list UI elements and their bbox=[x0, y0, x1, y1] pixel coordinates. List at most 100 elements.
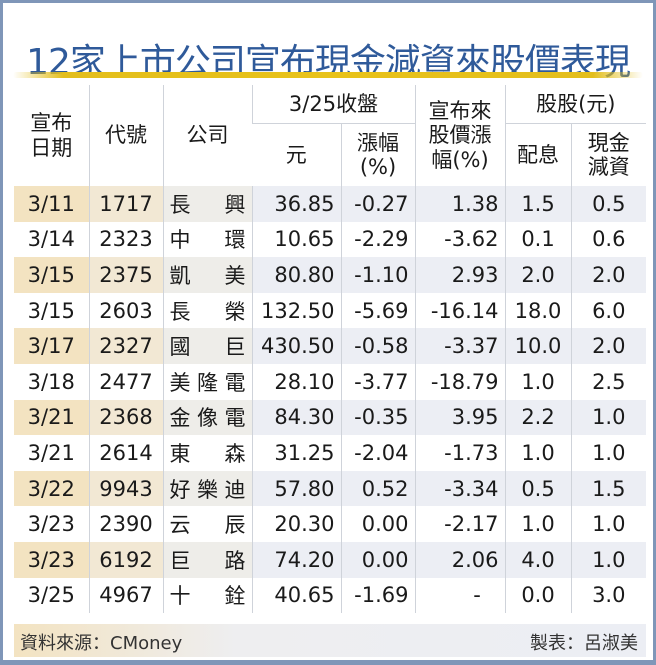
cell-code: 9943 bbox=[88, 470, 163, 507]
cell-code: 2327 bbox=[88, 328, 163, 364]
cell-close: 57.80 bbox=[251, 470, 341, 507]
cell-cash-reduction: 2.5 bbox=[570, 363, 647, 400]
cell-close: 84.30 bbox=[251, 399, 341, 436]
header-date-line2: 日期 bbox=[30, 135, 73, 160]
table-row: 3/23 6192 巨路 74.20 0.00 2.06 4.0 1.0 bbox=[14, 541, 647, 578]
cell-dividend: 0.0 bbox=[504, 577, 572, 614]
cell-date: 3/14 bbox=[27, 227, 75, 252]
cell-date: 3/11 bbox=[14, 186, 89, 222]
maker-credit: 製表：呂淑美 bbox=[530, 633, 638, 654]
cell-cash-reduction: 1.0 bbox=[570, 435, 647, 471]
cell-cash-reduction: 0.5 bbox=[570, 186, 647, 222]
cell-since-announcement: 2.06 bbox=[414, 541, 506, 578]
table-row: 3/15 2603 長榮 132.50 -5.69 -16.14 18.0 6.… bbox=[14, 292, 647, 329]
cell-code: 2614 bbox=[88, 435, 163, 471]
cell-code: 4967 bbox=[88, 577, 163, 614]
cell-close: 31.25 bbox=[251, 435, 341, 471]
cell-cash-reduction: 1.0 bbox=[570, 399, 647, 436]
cell-change: -1.10 bbox=[340, 257, 416, 293]
cell-code: 2323 bbox=[88, 221, 163, 258]
table-row: 3/11 1717 長興 36.85 -0.27 1.38 1.5 0.5 bbox=[14, 186, 647, 222]
cell-since-announcement: 1.38 bbox=[414, 186, 506, 222]
cell-company: 國巨 bbox=[162, 328, 252, 364]
cell-company: 十銓 bbox=[162, 577, 252, 614]
cell-dividend: 0.5 bbox=[504, 470, 572, 507]
cell-dividend: 10.0 bbox=[504, 328, 572, 364]
cell-close: 430.50 bbox=[251, 328, 341, 364]
cell-date: 3/21 bbox=[14, 399, 89, 436]
header-close-group: 3/25收盤 bbox=[251, 85, 416, 124]
header-dividend: 配息 bbox=[504, 123, 572, 186]
cell-since-announcement: -2.17 bbox=[414, 506, 506, 542]
cell-dividend: 4.0 bbox=[504, 541, 572, 578]
cell-company: 巨路 bbox=[162, 541, 252, 578]
header-date: 宣布 日期 bbox=[14, 85, 89, 186]
header-close-change-line2: (%) bbox=[359, 155, 397, 179]
cell-cash-reduction: 0.6 bbox=[570, 221, 647, 258]
cell-change: -1.69 bbox=[340, 577, 416, 614]
cell-close: 80.80 bbox=[251, 257, 341, 293]
cell-code: 2368 bbox=[88, 399, 163, 436]
cell-change: -0.58 bbox=[340, 328, 416, 364]
cell-date: 3/25 bbox=[27, 583, 75, 608]
cell-dividend: 1.5 bbox=[504, 186, 572, 222]
footer: 資料來源：CMoney 製表：呂淑美 bbox=[14, 624, 646, 657]
cell-change: -2.04 bbox=[340, 435, 416, 471]
cell-company: 東森 bbox=[162, 435, 252, 471]
cell-cash-reduction: 1.0 bbox=[570, 506, 647, 542]
cell-company: 美隆電 bbox=[162, 363, 252, 400]
cell-date: 3/15 bbox=[27, 298, 75, 323]
cell-change: 0.00 bbox=[340, 506, 416, 542]
infographic-frame: 12家上市公司宣布現金減資來股價表現 宣布 日期 代號 公司 3/25收盤 bbox=[3, 3, 653, 660]
cell-code: 2375 bbox=[88, 257, 163, 293]
header-code: 代號 bbox=[88, 85, 163, 186]
cell-change: -2.29 bbox=[340, 221, 416, 258]
header-cash-reduction-line1: 現金 bbox=[587, 130, 630, 155]
cell-company: 中環 bbox=[162, 221, 252, 258]
cell-date: 3/22 bbox=[14, 470, 89, 507]
header-company: 公司 bbox=[162, 85, 252, 186]
cell-change: -0.27 bbox=[340, 186, 416, 222]
cell-since-announcement: 3.95 bbox=[414, 399, 506, 436]
cell-company: 長興 bbox=[162, 186, 252, 222]
header-cash-reduction: 現金 減資 bbox=[570, 123, 647, 186]
header-since-ann-line2: 股價漲 bbox=[428, 123, 492, 148]
cell-close: 20.30 bbox=[251, 506, 341, 542]
header-since-ann-line1: 宣布來 bbox=[428, 99, 492, 124]
cell-cash-reduction: 2.0 bbox=[570, 328, 647, 364]
cell-code: 6192 bbox=[88, 541, 163, 578]
table-row: 3/22 9943 好樂迪 57.80 0.52 -3.34 0.5 1.5 bbox=[14, 470, 647, 507]
cell-since-announcement: -18.79 bbox=[414, 363, 506, 400]
header-date-line1: 宣布 bbox=[30, 111, 73, 136]
header-since-ann-line3: 幅(%) bbox=[431, 147, 489, 172]
cell-code: 2477 bbox=[88, 363, 163, 400]
cell-close: 132.50 bbox=[251, 292, 341, 329]
cell-code: 2390 bbox=[88, 506, 163, 542]
cell-change: -3.77 bbox=[340, 363, 416, 400]
cell-close: 28.10 bbox=[251, 363, 341, 400]
cell-dividend: 2.2 bbox=[504, 399, 572, 436]
source-credit: 資料來源：CMoney bbox=[20, 633, 183, 654]
cell-close: 10.65 bbox=[251, 221, 341, 258]
capital-reduction-table: 宣布 日期 代號 公司 3/25收盤 宣布來 股價漲 幅(%) 股股(元) 元 … bbox=[14, 85, 647, 614]
table-row: 3/15 2375 凱美 80.80 -1.10 2.93 2.0 2.0 bbox=[14, 257, 647, 293]
table-row: 3/25 4967 十銓 40.65 -1.69 - 0.0 3.0 bbox=[14, 577, 647, 614]
cell-since-announcement: -3.62 bbox=[414, 221, 506, 258]
header-close-price: 元 bbox=[252, 123, 341, 186]
cell-cash-reduction: 3.0 bbox=[570, 577, 647, 614]
cell-dividend: 0.1 bbox=[504, 221, 572, 258]
cell-company: 長榮 bbox=[162, 292, 252, 329]
cell-dividend: 1.0 bbox=[504, 363, 572, 400]
title-underline bbox=[13, 72, 643, 78]
cell-date: 3/23 bbox=[14, 541, 89, 578]
cell-dividend: 2.0 bbox=[504, 257, 572, 293]
cell-change: -5.69 bbox=[340, 292, 416, 329]
cell-cash-reduction: 6.0 bbox=[570, 292, 647, 329]
cell-date: 3/18 bbox=[27, 369, 75, 394]
table-row: 3/23 2390 云辰 20.30 0.00 -2.17 1.0 1.0 bbox=[14, 506, 647, 542]
cell-company: 好樂迪 bbox=[162, 470, 252, 507]
table-row: 3/21 2368 金像電 84.30 -0.35 3.95 2.2 1.0 bbox=[14, 399, 647, 436]
cell-close: 74.20 bbox=[251, 541, 341, 578]
cell-date: 3/17 bbox=[14, 328, 89, 364]
header-dividend-group: 股股(元) bbox=[504, 85, 647, 124]
